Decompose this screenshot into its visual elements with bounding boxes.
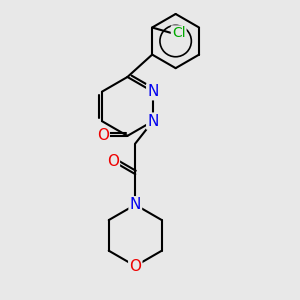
- Text: N: N: [147, 84, 159, 99]
- Text: N: N: [147, 114, 159, 129]
- Text: O: O: [97, 128, 109, 143]
- Text: O: O: [107, 154, 119, 169]
- Text: N: N: [130, 197, 141, 212]
- Text: Cl: Cl: [172, 26, 185, 40]
- Text: O: O: [129, 259, 141, 274]
